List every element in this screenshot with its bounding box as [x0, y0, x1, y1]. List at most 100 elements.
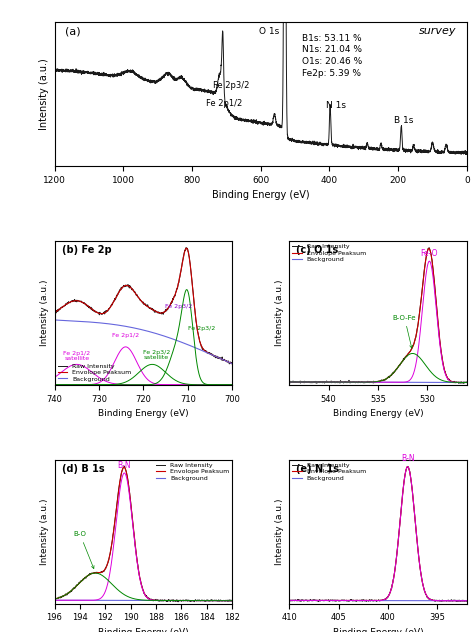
Background [371, 379, 376, 386]
Envolope Peaksum [132, 289, 138, 296]
X-axis label: Binding Energy (eV): Binding Energy (eV) [333, 628, 423, 632]
Line: Envolope Peaksum: Envolope Peaksum [55, 248, 232, 364]
Text: Fe 2p3/2
satellite: Fe 2p3/2 satellite [143, 350, 170, 360]
Text: (d) B 1s: (d) B 1s [62, 464, 104, 474]
Background [52, 316, 57, 324]
Raw Intensity [316, 598, 321, 605]
Raw Intensity [464, 598, 470, 605]
Line: Raw Intensity: Raw Intensity [289, 466, 467, 602]
Background [372, 597, 377, 604]
Envolope Peaksum [464, 379, 470, 386]
Background [464, 379, 470, 386]
Envolope Peaksum [226, 597, 231, 604]
Background [132, 324, 138, 332]
Envolope Peaksum [460, 597, 466, 605]
Background [83, 318, 89, 325]
Text: B 1s: B 1s [393, 116, 413, 125]
Background [170, 336, 176, 343]
Background [392, 597, 398, 604]
Raw Intensity [432, 287, 438, 295]
Envolope Peaksum [383, 595, 388, 603]
Background [156, 331, 162, 338]
Raw Intensity [198, 597, 204, 605]
Raw Intensity [433, 597, 438, 605]
Envolope Peaksum [156, 309, 162, 317]
Raw Intensity [392, 563, 398, 571]
X-axis label: Binding Energy (eV): Binding Energy (eV) [212, 190, 310, 200]
Raw Intensity [464, 378, 470, 386]
Text: Fe 2p3/2: Fe 2p3/2 [165, 304, 192, 309]
Envolope Peaksum [184, 245, 190, 252]
X-axis label: Binding Energy (eV): Binding Energy (eV) [333, 409, 423, 418]
Text: survey: survey [419, 27, 456, 37]
Raw Intensity [137, 576, 143, 583]
Text: Fe 2p3/2: Fe 2p3/2 [188, 326, 215, 331]
Raw Intensity [392, 367, 398, 375]
Background [229, 360, 235, 368]
Background [185, 341, 191, 349]
Raw Intensity [426, 244, 432, 252]
Raw Intensity [158, 596, 164, 604]
Raw Intensity [372, 379, 377, 386]
Background [464, 597, 470, 605]
Background [137, 597, 143, 604]
Raw Intensity [132, 288, 138, 296]
Raw Intensity [460, 597, 466, 605]
Y-axis label: Intensity (a.u.): Intensity (a.u.) [274, 279, 283, 346]
Y-axis label: Intensity (a.u.): Intensity (a.u.) [40, 499, 49, 565]
Raw Intensity [405, 463, 410, 470]
Legend: Raw Intensity, Envolope Peaksum, Background: Raw Intensity, Envolope Peaksum, Backgro… [155, 463, 229, 481]
Raw Intensity [170, 296, 176, 303]
Background [97, 319, 103, 327]
Line: Raw Intensity: Raw Intensity [55, 248, 232, 364]
Envolope Peaksum [229, 597, 235, 604]
Text: Fe 2p1/2
satellite: Fe 2p1/2 satellite [63, 351, 90, 361]
Raw Intensity [383, 376, 388, 384]
Text: (c) O 1s: (c) O 1s [296, 245, 338, 255]
Envolope Peaksum [121, 463, 127, 471]
Envolope Peaksum [432, 597, 438, 604]
Envolope Peaksum [371, 597, 376, 604]
Text: (b) Fe 2p: (b) Fe 2p [62, 245, 111, 255]
Envolope Peaksum [186, 250, 191, 258]
Y-axis label: Intensity (a.u.): Intensity (a.u.) [40, 279, 49, 346]
Envolope Peaksum [460, 379, 466, 386]
Raw Intensity [227, 360, 232, 368]
Y-axis label: Intensity (a.u.): Intensity (a.u.) [274, 499, 283, 565]
Envolope Peaksum [383, 375, 388, 383]
Text: (e) N 1s: (e) N 1s [296, 464, 339, 474]
Background [460, 379, 465, 386]
Background [372, 379, 377, 386]
Envolope Peaksum [83, 301, 89, 308]
Y-axis label: Intensity (a.u.): Intensity (a.u.) [39, 58, 49, 130]
Legend: Raw Intensity, Envolope Peaksum, Background: Raw Intensity, Envolope Peaksum, Backgro… [292, 463, 366, 481]
Background [432, 379, 438, 386]
Envolope Peaksum [137, 576, 143, 584]
Background [383, 597, 388, 604]
X-axis label: Binding Energy (eV): Binding Energy (eV) [98, 409, 189, 418]
Envolope Peaksum [405, 463, 410, 470]
Raw Intensity [226, 597, 231, 604]
Raw Intensity [186, 250, 191, 257]
Text: B-O-Fe: B-O-Fe [393, 315, 416, 348]
Text: Fe 2p1/2: Fe 2p1/2 [112, 333, 139, 338]
Legend: Raw Intensity, Envolope Peaksum, Background: Raw Intensity, Envolope Peaksum, Backgro… [292, 244, 366, 262]
Legend: Raw Intensity, Envolope Peaksum, Background: Raw Intensity, Envolope Peaksum, Backgro… [58, 363, 131, 382]
Raw Intensity [372, 597, 378, 604]
Text: O 1s: O 1s [259, 27, 279, 36]
Text: (a): (a) [65, 27, 81, 37]
Envolope Peaksum [229, 360, 235, 368]
Envolope Peaksum [198, 597, 203, 604]
Text: Fe 2p3/2: Fe 2p3/2 [212, 81, 249, 90]
Raw Intensity [286, 597, 292, 604]
Raw Intensity [460, 378, 466, 386]
Raw Intensity [371, 597, 377, 605]
Raw Intensity [371, 377, 376, 385]
Text: N 1s: N 1s [326, 100, 346, 109]
Envolope Peaksum [97, 310, 103, 317]
Text: B1s: 53.11 %
N1s: 21.04 %
O1s: 20.46 %
Fe2p: 5.39 %: B1s: 53.11 % N1s: 21.04 % O1s: 20.46 % F… [302, 33, 362, 78]
Raw Intensity [383, 596, 389, 604]
Background [197, 597, 203, 604]
Envolope Peaksum [371, 378, 376, 386]
Raw Intensity [148, 596, 154, 604]
